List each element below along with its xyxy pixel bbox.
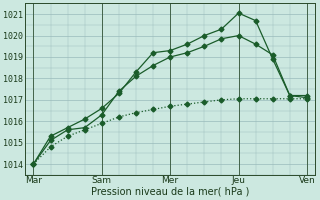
X-axis label: Pression niveau de la mer( hPa ): Pression niveau de la mer( hPa ) xyxy=(91,187,249,197)
